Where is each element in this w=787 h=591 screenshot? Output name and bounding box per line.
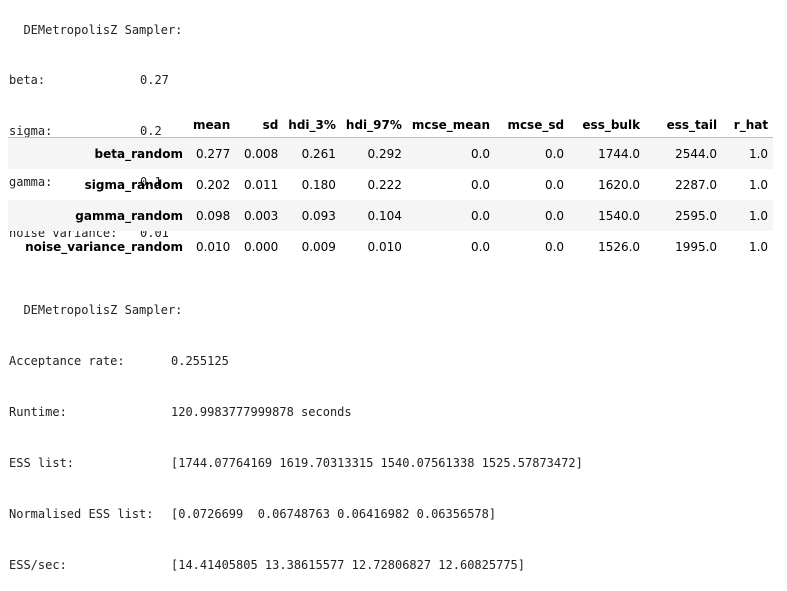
column-header: hdi_97% — [345, 118, 402, 132]
stat-value: [14.41405805 13.38615577 12.72806827 12.… — [171, 558, 526, 572]
table-cell: 1744.0 — [598, 146, 641, 161]
column-header: r_hat — [733, 118, 769, 132]
table-cell: 0.104 — [367, 208, 402, 223]
sampler-stats: Acceptance rate: 0.255125 Runtime: 120.998… — [9, 319, 583, 591]
table-row: noise_variance_random 0.010 0.000 0.009 … — [8, 231, 773, 262]
table-cell: 0.011 — [243, 177, 279, 192]
stat-value: 0.255125 — [171, 354, 229, 368]
sampler-title: DEMetropolisZ Sampler: — [23, 303, 183, 317]
table-cell: 0.180 — [301, 177, 336, 192]
row-index: sigma_random — [84, 177, 183, 192]
table-cell: 0.292 — [367, 146, 402, 161]
parameters-list: beta: 0.27 sigma: 0.2 gamma: 0.1 noise vari… — [9, 38, 169, 259]
table-row: beta_random 0.277 0.008 0.261 0.292 0.0 … — [8, 137, 774, 169]
param-row-sigma: sigma: 0.2 — [9, 123, 169, 140]
table-row: gamma_random 0.098 0.003 0.093 0.104 0.0… — [8, 200, 774, 231]
table-cell: 0.000 — [243, 239, 279, 254]
table-cell: 0.0 — [470, 208, 491, 223]
param-key: beta: — [9, 73, 46, 87]
table-cell: 2595.0 — [675, 208, 718, 223]
stat-row-ess-list: ESS list: [1744.07764169 1619.70313315 15… — [9, 455, 583, 472]
stat-key: ESS/sec: — [9, 558, 67, 572]
table-cell: 0.0 — [470, 239, 491, 254]
footer-header: DEMetropolisZ Sampler: — [9, 285, 182, 319]
table-cell: 0.0 — [544, 177, 565, 192]
table-cell: 0.277 — [195, 146, 231, 161]
table-cell: 0.0 — [470, 177, 491, 192]
table-cell: 0.0 — [470, 146, 491, 161]
column-header: mean — [193, 118, 231, 132]
column-header: mcse_sd — [507, 118, 565, 132]
stat-value: 120.9983777999878 seconds — [171, 405, 352, 419]
param-value: 0.27 — [140, 73, 169, 87]
table-cell: 1.0 — [748, 239, 769, 254]
stat-value: [1744.07764169 1619.70313315 1540.075613… — [171, 456, 583, 470]
stat-row-acceptance-rate: Acceptance rate: 0.255125 — [9, 353, 583, 370]
stat-key: ESS list: — [9, 456, 75, 470]
summary-table: mean sd hdi_3% hdi_97% mcse_mean mcse_sd… — [8, 113, 774, 263]
stat-row-ess-per-sec: ESS/sec: [14.41405805 13.38615577 12.7280… — [9, 557, 583, 574]
stat-key: Acceptance rate: — [9, 354, 125, 368]
table-cell: 0.010 — [195, 239, 231, 254]
table-cell: 1.0 — [748, 177, 769, 192]
table-cell: 1995.0 — [675, 239, 718, 254]
stat-key: Runtime: — [9, 405, 67, 419]
header-row: mean sd hdi_3% hdi_97% mcse_mean mcse_sd… — [8, 113, 774, 138]
table-cell: 0.009 — [301, 239, 336, 254]
table-cell: 0.0 — [544, 146, 565, 161]
stat-row-normalised-ess-list: Normalised ESS list: [0.0726699 0.0674876… — [9, 506, 583, 523]
table-cell: 0.008 — [243, 146, 279, 161]
index-header — [8, 113, 188, 138]
column-header: mcse_mean — [411, 118, 491, 132]
table-cell: 0.093 — [301, 208, 336, 223]
param-row-gamma: gamma: 0.1 — [9, 174, 169, 191]
column-header: hdi_3% — [288, 118, 336, 132]
table-cell: 0.261 — [301, 146, 336, 161]
summary-table-header: mean sd hdi_3% hdi_97% mcse_mean mcse_sd… — [8, 113, 774, 138]
stat-key: Normalised ESS list: — [9, 507, 154, 521]
row-index: noise_variance_random — [25, 239, 183, 254]
param-key: noise variance: — [9, 226, 118, 240]
table-cell: 1526.0 — [598, 239, 641, 254]
table-cell: 0.098 — [195, 208, 231, 223]
param-value: 0.2 — [140, 124, 162, 138]
output-header: DEMetropolisZ Sampler: — [9, 5, 182, 39]
summary-table-body: beta_random 0.277 0.008 0.261 0.292 0.0 … — [8, 137, 774, 263]
table-row: sigma_random 0.202 0.011 0.180 0.222 0.0… — [8, 169, 773, 200]
sampler-title: DEMetropolisZ Sampler: — [23, 23, 183, 37]
table-cell: 0.222 — [367, 177, 402, 192]
table-cell: 1.0 — [748, 208, 769, 223]
column-header: sd — [262, 118, 279, 132]
table-cell: 1.0 — [748, 146, 769, 161]
stat-row-runtime: Runtime: 120.9983777999878 seconds — [9, 404, 583, 421]
table-cell: 0.003 — [243, 208, 279, 223]
param-key: sigma: — [9, 124, 53, 138]
table-cell: 0.0 — [544, 208, 565, 223]
row-index: gamma_random — [75, 208, 183, 223]
stat-value: [0.0726699 0.06748763 0.06416982 0.06356… — [171, 507, 497, 521]
table-cell: 1540.0 — [598, 208, 641, 223]
param-value: 0.1 — [140, 175, 162, 189]
column-header: ess_tail — [666, 118, 718, 132]
table-cell: 1620.0 — [598, 177, 641, 192]
param-key: gamma: — [9, 175, 53, 189]
param-value: 0.01 — [140, 226, 169, 240]
row-index: beta_random — [94, 146, 183, 161]
table-cell: 0.0 — [544, 239, 565, 254]
table-cell: 0.010 — [367, 239, 402, 254]
table-cell: 2287.0 — [675, 177, 718, 192]
param-row-noise-variance: noise variance: 0.01 — [9, 225, 169, 242]
table-cell: 2544.0 — [675, 146, 718, 161]
param-row-beta: beta: 0.27 — [9, 72, 169, 89]
table-cell: 0.202 — [195, 177, 231, 192]
column-header: ess_bulk — [582, 118, 641, 132]
